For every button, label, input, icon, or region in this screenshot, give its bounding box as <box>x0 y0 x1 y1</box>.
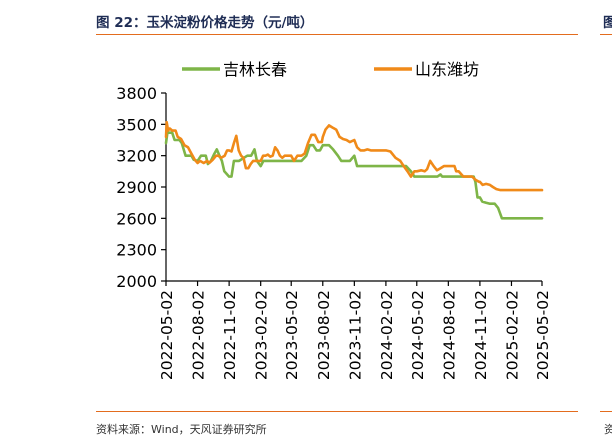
y-tick-label: 2300 <box>116 241 157 260</box>
adjacent-source-accent-rule <box>600 411 612 412</box>
series-line-shandong <box>164 120 544 192</box>
y-axis: 2000 2300 2600 2900 3200 3500 3800 <box>116 84 167 291</box>
x-tick-label: 2022-11-02 <box>221 290 239 380</box>
legend-label-jilin: 吉林长春 <box>223 60 287 79</box>
x-axis: 2022-05-02 2022-08-02 2022-11-02 2023-02-02… <box>158 280 552 380</box>
x-tick-label: 2025-05-02 <box>534 290 552 380</box>
figure-title: 图 22：玉米淀粉价格走势（元/吨） <box>96 15 314 31</box>
x-tick-label: 2022-08-02 <box>190 290 208 380</box>
x-tick-label: 2024-11-02 <box>472 290 490 380</box>
legend-label-shandong: 山东潍坊 <box>415 60 479 79</box>
y-tick-label: 2000 <box>116 272 157 291</box>
y-tick-label: 3500 <box>116 115 157 134</box>
source-accent-rule <box>96 411 578 412</box>
adjacent-source-fragment: 资 <box>604 423 612 436</box>
y-tick-label: 3800 <box>116 84 157 103</box>
chart-legend: 吉林长春 山东潍坊 <box>182 60 479 79</box>
x-tick-label: 2024-02-02 <box>378 290 396 380</box>
title-accent-rule <box>96 34 578 35</box>
y-tick-label: 2600 <box>116 209 157 228</box>
x-tick-label: 2024-08-02 <box>440 290 458 380</box>
x-tick-label: 2024-05-02 <box>409 290 427 380</box>
y-tick-label: 3200 <box>116 147 157 166</box>
source-note: 资料来源：Wind，天风证券研究所 <box>96 423 267 436</box>
y-tick-label: 2900 <box>116 178 157 197</box>
x-tick-label: 2022-05-02 <box>158 290 176 380</box>
x-tick-label: 2025-02-02 <box>503 290 521 380</box>
series-line-jilin <box>164 131 544 220</box>
adjacent-figure-title-fragment: 图 <box>603 15 612 31</box>
adjacent-title-accent-rule <box>600 34 612 35</box>
x-tick-label: 2023-02-02 <box>253 290 271 380</box>
series-layer <box>164 120 544 220</box>
x-tick-label: 2023-08-02 <box>315 290 333 380</box>
x-tick-label: 2023-05-02 <box>283 290 301 380</box>
x-tick-label: 2023-11-02 <box>346 290 364 380</box>
